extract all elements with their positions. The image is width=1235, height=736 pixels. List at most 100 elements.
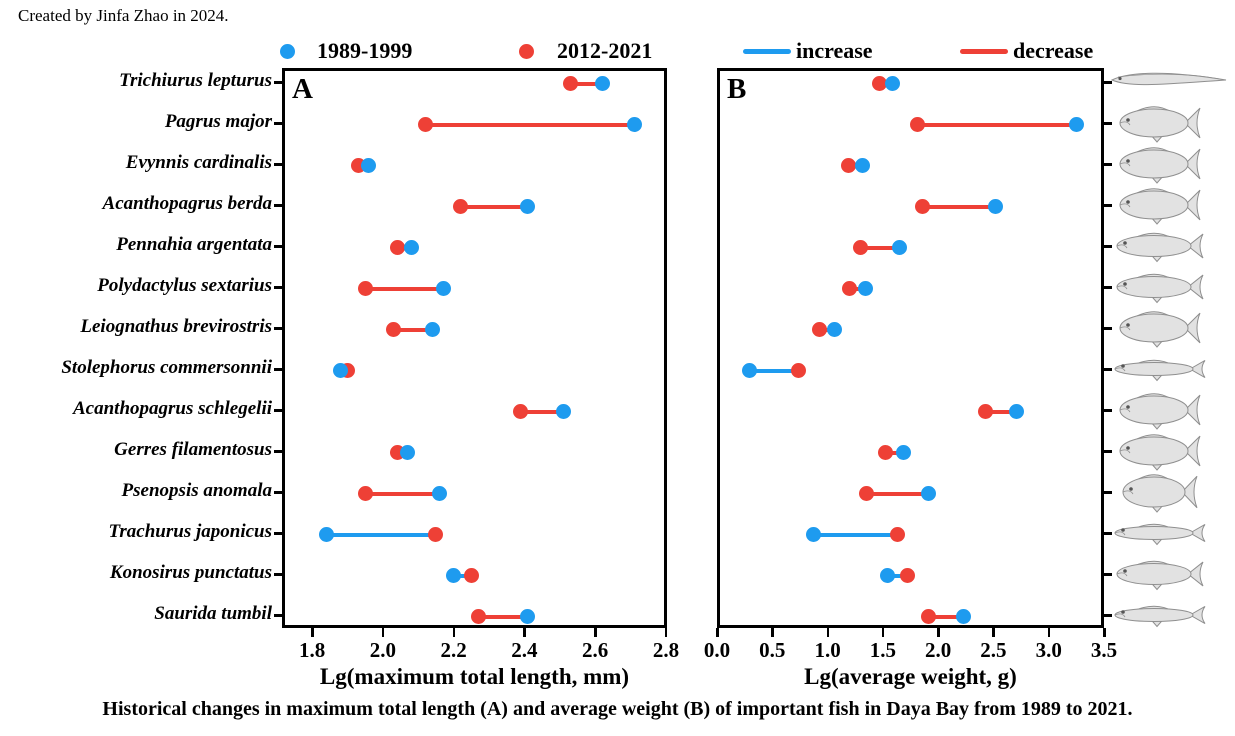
x-tick-a-2.6 xyxy=(594,628,597,637)
change-line-b-14 xyxy=(928,614,964,619)
x-tick-label-a-2.2: 2.2 xyxy=(440,638,467,662)
y-tick-b-9 xyxy=(1104,409,1112,412)
x-tick-a-2.8 xyxy=(664,628,668,637)
dot-1989-a-4 xyxy=(520,199,536,214)
fish-illustration-14-icon xyxy=(1108,594,1230,636)
change-line-b-9 xyxy=(985,409,1017,414)
dot-1989-a-2 xyxy=(626,117,642,132)
dot-1989-a-1 xyxy=(594,76,610,91)
credit-text: Created by Jinfa Zhao in 2024. xyxy=(18,6,229,25)
dot-1989-b-14 xyxy=(956,609,972,624)
species-label-4: Acanthopagrus berda xyxy=(102,193,272,214)
change-line-a-2 xyxy=(425,122,635,127)
dot-1989-a-7 xyxy=(424,322,440,337)
dot-2012-b-5 xyxy=(853,240,869,255)
dot-1989-a-5 xyxy=(403,240,419,255)
x-tick-b-3.5 xyxy=(1103,628,1106,637)
x-tick-b-0.5 xyxy=(771,628,774,637)
legend-label-2012: 2012-2021 xyxy=(557,38,653,63)
species-label-11: Psenopsis anomala xyxy=(121,480,272,501)
x-tick-label-a-2.6: 2.6 xyxy=(582,638,609,662)
x-tick-b-2.5 xyxy=(992,628,995,637)
dot-2012-a-6 xyxy=(357,281,373,296)
species-label-9: Acanthopagrus schlegelii xyxy=(73,398,272,419)
dot-2012-b-6 xyxy=(842,281,858,296)
dot-1989-a-12 xyxy=(318,527,334,542)
x-tick-a-1.8 xyxy=(311,628,314,637)
dot-2012-a-13 xyxy=(463,568,479,583)
change-line-a-9 xyxy=(520,409,564,414)
x-tick-b-3.0 xyxy=(1047,628,1051,637)
y-tick-a-7 xyxy=(274,327,282,330)
fish-illustration-12-icon xyxy=(1108,512,1230,554)
dot-2012-b-9 xyxy=(978,404,994,419)
panel-b-plot: B xyxy=(717,68,1104,628)
dot-1989-b-13 xyxy=(879,568,895,583)
dot-1989-b-1 xyxy=(885,76,901,91)
dot-2012-a-4 xyxy=(453,199,469,214)
y-tick-b-1 xyxy=(1104,81,1112,84)
legend-label-decrease: decrease xyxy=(1013,38,1094,63)
x-tick-label-b-1.0: 1.0 xyxy=(814,638,841,662)
dot-2012-b-13 xyxy=(899,568,915,583)
change-line-b-10 xyxy=(885,450,904,455)
fish-illustration-3-icon xyxy=(1108,143,1230,185)
change-line-b-11 xyxy=(866,491,929,496)
dot-1989-b-8 xyxy=(741,363,757,378)
dot-2012-a-7 xyxy=(385,322,401,337)
change-line-b-6 xyxy=(849,286,866,291)
panel-a-plot: A xyxy=(282,68,667,628)
dot-2012-b-8 xyxy=(791,363,807,378)
y-tick-a-8 xyxy=(274,368,282,371)
dot-1989-b-6 xyxy=(857,281,873,296)
y-tick-a-1 xyxy=(274,81,282,84)
fish-illustration-11-icon xyxy=(1108,471,1230,513)
fish-illustration-9-icon xyxy=(1108,389,1230,431)
fish-illustration-13-icon xyxy=(1108,553,1230,595)
species-label-10: Gerres filamentosus xyxy=(114,439,272,460)
change-line-b-2 xyxy=(917,122,1077,127)
species-label-13: Konosirus punctatus xyxy=(109,562,272,583)
x-axis-title-b: Lg(average weight, g) xyxy=(804,664,1017,689)
change-line-a-14 xyxy=(478,614,528,619)
species-label-7: Leiognathus brevirostris xyxy=(80,316,272,337)
fish-illustration-7-icon xyxy=(1108,307,1230,349)
y-tick-b-13 xyxy=(1104,573,1112,576)
panel-b-letter: B xyxy=(727,73,747,105)
fish-illustration-5-icon xyxy=(1108,225,1230,267)
change-line-b-12 xyxy=(813,532,898,537)
dot-1989-a-8 xyxy=(332,363,348,378)
dot-2012-b-3 xyxy=(841,158,857,173)
dot-2012-b-2 xyxy=(909,117,925,132)
species-label-5: Pennahia argentata xyxy=(116,234,272,255)
x-tick-a-2.4 xyxy=(523,628,526,637)
dot-2012-a-2 xyxy=(417,117,433,132)
y-tick-b-5 xyxy=(1104,245,1112,248)
dot-2012-a-14 xyxy=(470,609,486,624)
species-label-12: Trachurus japonicus xyxy=(108,521,273,542)
fish-illustration-8-icon xyxy=(1108,348,1230,390)
dot-1989-a-13 xyxy=(446,568,462,583)
change-line-b-5 xyxy=(860,245,900,250)
change-line-a-12 xyxy=(326,532,436,537)
dot-2012-a-1 xyxy=(562,76,578,91)
species-label-3: Evynnis cardinalis xyxy=(125,152,272,173)
dot-2012-a-11 xyxy=(357,486,373,501)
fish-illustration-4-icon xyxy=(1108,184,1230,226)
x-axis-title-a: Lg(maximum total length, mm) xyxy=(319,664,630,689)
x-tick-b-1.0 xyxy=(826,628,830,637)
dot-1989-b-12 xyxy=(805,527,821,542)
y-tick-b-12 xyxy=(1104,532,1112,535)
x-tick-label-b-0.5: 0.5 xyxy=(759,638,786,662)
dot-2012-b-10 xyxy=(877,445,893,460)
y-tick-a-14 xyxy=(274,614,282,617)
dot-2012-a-5 xyxy=(389,240,405,255)
species-label-14: Saurida tumbil xyxy=(154,603,272,624)
x-tick-label-b-1.5: 1.5 xyxy=(869,638,896,662)
x-tick-label-b-3.0: 3.0 xyxy=(1035,638,1062,662)
species-label-8: Stolephorus commersonnii xyxy=(61,357,272,378)
legend-line-increase-icon xyxy=(743,49,791,54)
dot-1989-a-9 xyxy=(555,404,571,419)
x-tick-label-b-3.5: 3.5 xyxy=(1090,638,1118,662)
